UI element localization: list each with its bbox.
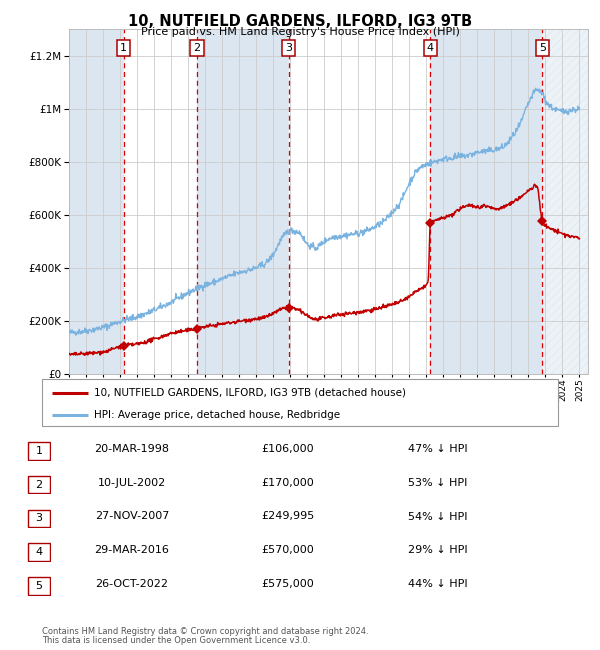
- Text: £106,000: £106,000: [262, 444, 314, 454]
- Text: 5: 5: [539, 43, 546, 53]
- Text: 4: 4: [427, 43, 434, 53]
- Bar: [197, 29, 289, 374]
- Bar: [430, 29, 542, 374]
- FancyBboxPatch shape: [28, 543, 50, 561]
- Text: This data is licensed under the Open Government Licence v3.0.: This data is licensed under the Open Gov…: [42, 636, 310, 645]
- FancyBboxPatch shape: [28, 442, 50, 460]
- Text: 54% ↓ HPI: 54% ↓ HPI: [408, 512, 468, 521]
- FancyBboxPatch shape: [28, 476, 50, 493]
- Text: 4: 4: [35, 547, 43, 557]
- Text: HPI: Average price, detached house, Redbridge: HPI: Average price, detached house, Redb…: [94, 410, 340, 421]
- Text: 10-JUL-2002: 10-JUL-2002: [98, 478, 166, 488]
- Text: 1: 1: [120, 43, 127, 53]
- Text: 26-OCT-2022: 26-OCT-2022: [95, 579, 169, 589]
- Text: £170,000: £170,000: [262, 478, 314, 488]
- Text: 44% ↓ HPI: 44% ↓ HPI: [408, 579, 468, 589]
- Text: Price paid vs. HM Land Registry's House Price Index (HPI): Price paid vs. HM Land Registry's House …: [140, 27, 460, 37]
- Text: 3: 3: [35, 514, 43, 523]
- Text: £575,000: £575,000: [262, 579, 314, 589]
- Text: 5: 5: [35, 581, 43, 591]
- Text: £249,995: £249,995: [262, 512, 314, 521]
- Bar: [69, 29, 124, 374]
- Text: 29-MAR-2016: 29-MAR-2016: [95, 545, 169, 555]
- Bar: [124, 29, 197, 374]
- FancyBboxPatch shape: [28, 510, 50, 527]
- Text: 29% ↓ HPI: 29% ↓ HPI: [408, 545, 468, 555]
- Text: Contains HM Land Registry data © Crown copyright and database right 2024.: Contains HM Land Registry data © Crown c…: [42, 627, 368, 636]
- FancyBboxPatch shape: [28, 577, 50, 595]
- Text: 53% ↓ HPI: 53% ↓ HPI: [409, 478, 467, 488]
- FancyBboxPatch shape: [42, 379, 558, 426]
- Text: 1: 1: [35, 446, 43, 456]
- Text: 27-NOV-2007: 27-NOV-2007: [95, 512, 169, 521]
- Text: 3: 3: [285, 43, 292, 53]
- Text: 10, NUTFIELD GARDENS, ILFORD, IG3 9TB (detached house): 10, NUTFIELD GARDENS, ILFORD, IG3 9TB (d…: [94, 388, 406, 398]
- Text: 10, NUTFIELD GARDENS, ILFORD, IG3 9TB: 10, NUTFIELD GARDENS, ILFORD, IG3 9TB: [128, 14, 472, 29]
- Text: 20-MAR-1998: 20-MAR-1998: [95, 444, 170, 454]
- Text: £570,000: £570,000: [262, 545, 314, 555]
- Bar: [542, 29, 588, 374]
- Text: 47% ↓ HPI: 47% ↓ HPI: [408, 444, 468, 454]
- Bar: [289, 29, 430, 374]
- Text: 2: 2: [193, 43, 200, 53]
- Bar: [542, 29, 588, 374]
- Text: 2: 2: [35, 480, 43, 489]
